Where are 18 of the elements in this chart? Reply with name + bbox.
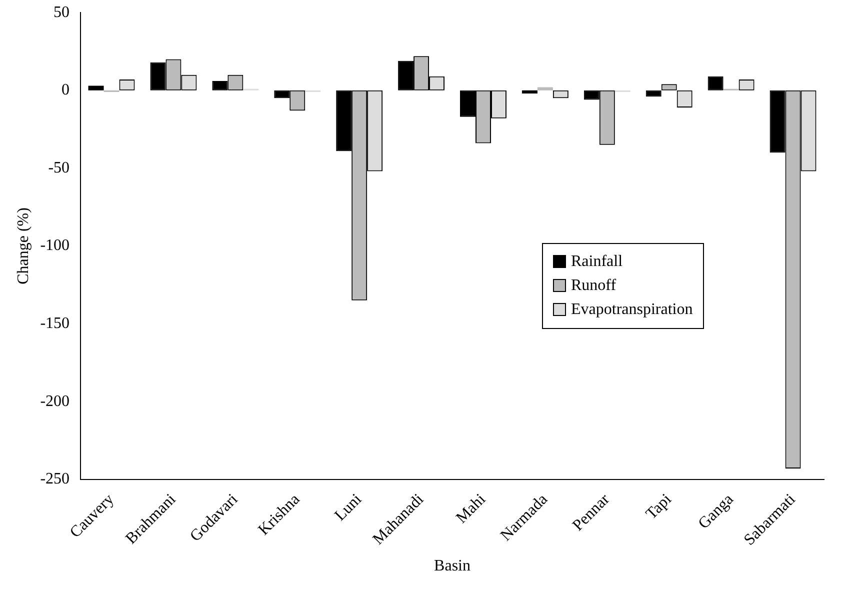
bar: [88, 86, 104, 90]
x-axis-title: Basin: [434, 558, 470, 575]
x-tick-label: Tapi: [642, 490, 676, 523]
x-tick-label: Luni: [332, 490, 366, 524]
bar: [537, 87, 553, 90]
y-tick-label: -250: [40, 470, 70, 488]
y-tick-label: -200: [40, 392, 70, 410]
y-tick-label: -50: [48, 159, 70, 176]
y-tick-label: -150: [40, 314, 70, 332]
y-tick-label: -100: [40, 237, 70, 254]
y-axis-title: Change (%): [14, 208, 32, 284]
legend-label: Runoff: [571, 276, 616, 296]
y-tick-label: 50: [54, 4, 70, 21]
bar: [522, 90, 538, 94]
legend-label: Evapotranspiration: [571, 300, 693, 320]
bar: [646, 90, 662, 97]
y-tick-label: 0: [62, 82, 70, 99]
legend-label: Rainfall: [571, 252, 623, 272]
